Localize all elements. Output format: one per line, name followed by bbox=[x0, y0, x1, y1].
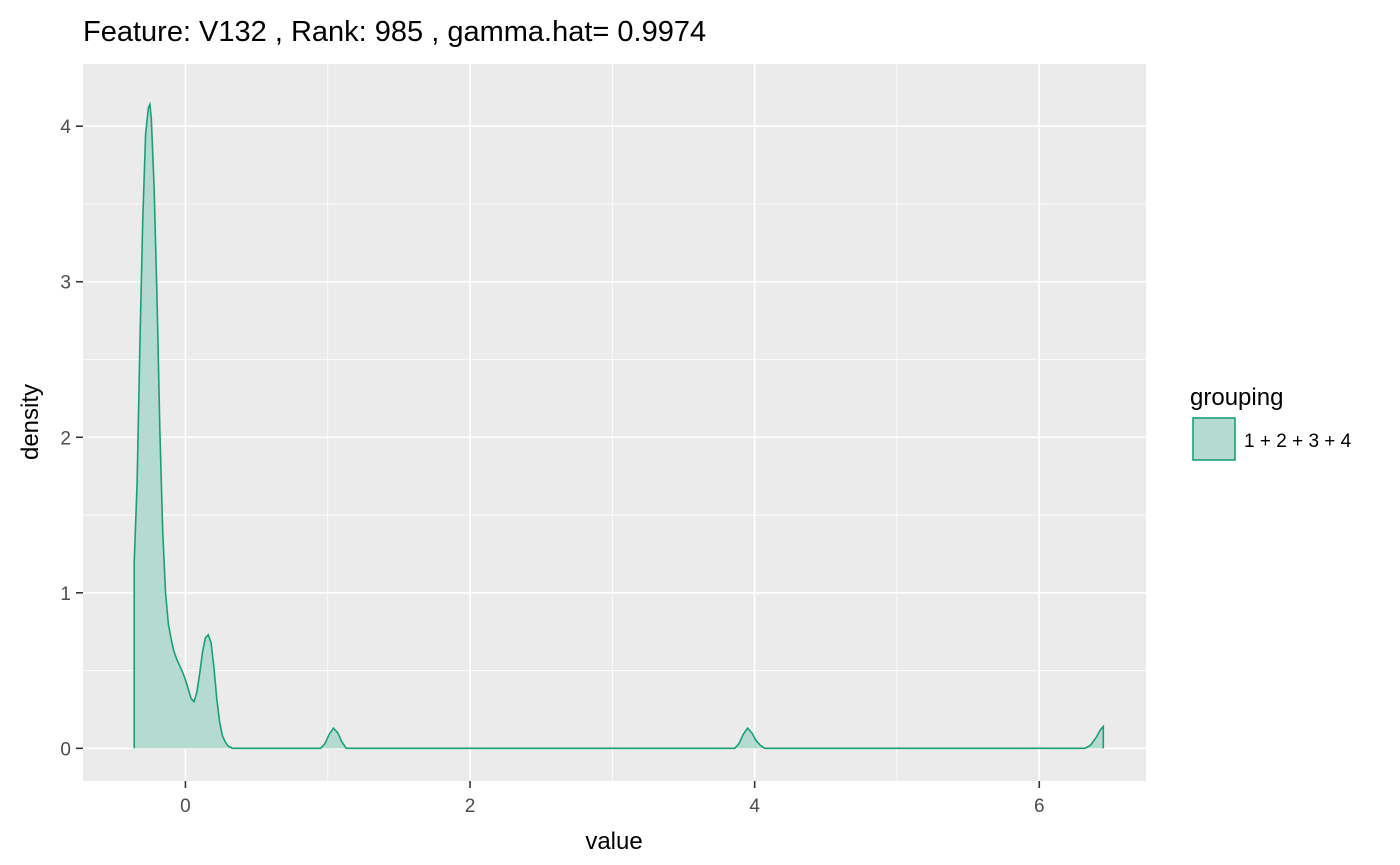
x-axis-label: value bbox=[585, 828, 642, 855]
x-tick-label: 6 bbox=[1034, 796, 1045, 817]
y-tick-label: 0 bbox=[60, 739, 71, 760]
y-tick-label: 4 bbox=[60, 117, 71, 138]
legend-label: 1 + 2 + 3 + 4 bbox=[1244, 431, 1352, 452]
legend-key bbox=[1192, 417, 1236, 461]
x-tick-label: 0 bbox=[180, 796, 191, 817]
plot-panel bbox=[83, 64, 1146, 781]
legend-title: grouping bbox=[1190, 384, 1283, 411]
chart-title: Feature: V132 , Rank: 985 , gamma.hat= 0… bbox=[83, 16, 706, 48]
x-tick-label: 4 bbox=[749, 796, 760, 817]
y-axis-label: density bbox=[17, 384, 44, 460]
y-tick-label: 3 bbox=[60, 273, 71, 294]
y-axis: 0 1 2 3 4 bbox=[60, 117, 83, 760]
density-line bbox=[133, 101, 1105, 750]
x-tick-label: 2 bbox=[465, 796, 476, 817]
legend: grouping 1 + 2 + 3 + 4 bbox=[1190, 384, 1352, 461]
minor-gridlines bbox=[83, 64, 1146, 781]
x-axis: 0 2 4 6 bbox=[180, 781, 1045, 817]
y-tick-label: 2 bbox=[60, 428, 71, 449]
y-tick-label: 1 bbox=[60, 584, 71, 605]
